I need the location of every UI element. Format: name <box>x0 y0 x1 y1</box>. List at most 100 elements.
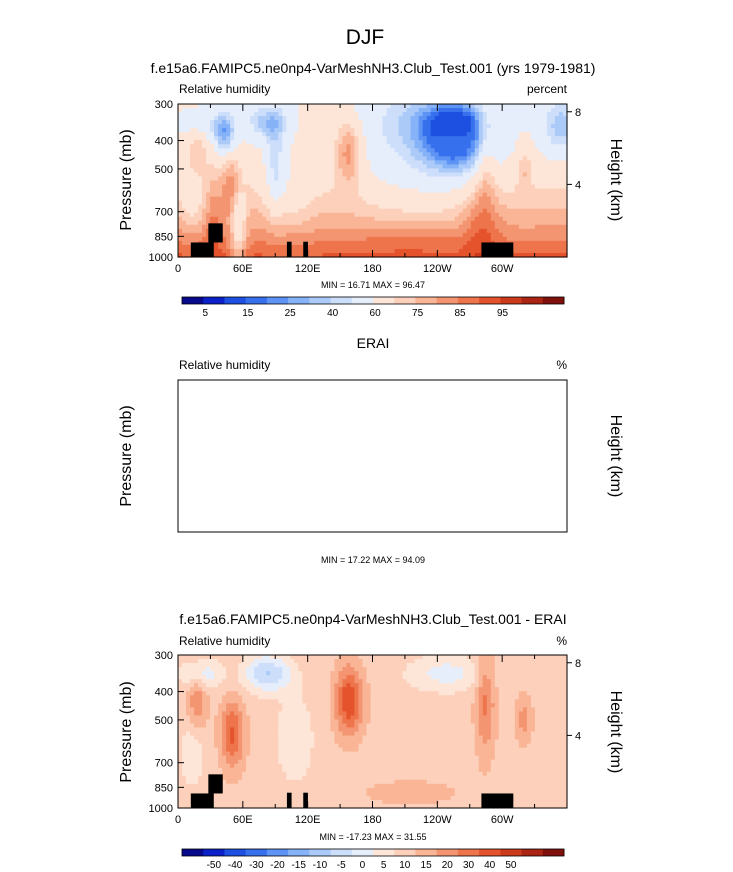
heatmap-cell <box>414 240 420 246</box>
heatmap-cell <box>406 176 412 182</box>
heatmap-cell <box>222 240 227 246</box>
heatmap-cell <box>318 212 323 218</box>
heatmap-cell <box>310 120 315 125</box>
heatmap-cell <box>254 160 259 165</box>
heatmap-cell <box>242 136 247 141</box>
heatmap-cell <box>302 180 307 186</box>
heatmap-cell <box>458 663 464 668</box>
heatmap-cell <box>402 192 408 198</box>
heatmap-cell <box>394 164 400 170</box>
heatmap-cell <box>562 252 568 258</box>
heatmap-cell <box>194 667 199 672</box>
heatmap-cell <box>402 108 408 113</box>
heatmap-cell <box>262 655 267 660</box>
heatmap-cell <box>194 104 199 109</box>
heatmap-cell <box>294 667 299 672</box>
heatmap-cell <box>238 148 243 153</box>
heatmap-cell <box>414 120 420 125</box>
heatmap-cell <box>350 252 356 258</box>
heatmap-cell <box>358 240 364 246</box>
heatmap-cell <box>454 112 460 117</box>
heatmap-cell <box>362 228 368 234</box>
heatmap-cell <box>466 659 472 664</box>
heatmap-cell <box>426 216 432 222</box>
heatmap-cell <box>402 240 408 246</box>
heatmap-cell <box>342 216 348 222</box>
heatmap-cell <box>526 176 532 182</box>
heatmap-cell <box>510 124 516 129</box>
heatmap-cell <box>498 204 504 210</box>
heatmap-cell <box>198 132 203 137</box>
heatmap-cell <box>190 184 195 190</box>
heatmap-cell <box>422 695 428 700</box>
heatmap-cell <box>406 132 412 137</box>
heatmap-cell <box>510 208 516 214</box>
heatmap-cell <box>418 136 424 141</box>
heatmap-cell <box>418 212 424 218</box>
heatmap-cell <box>394 192 400 198</box>
heatmap-cell <box>402 663 408 668</box>
heatmap-cell <box>230 683 235 688</box>
heatmap-cell <box>530 252 536 258</box>
heatmap-cell <box>262 188 267 194</box>
heatmap-cell <box>414 124 420 129</box>
heatmap-cell <box>394 659 400 664</box>
heatmap-cell <box>206 220 211 226</box>
heatmap-cell <box>558 200 564 206</box>
heatmap-cell <box>258 687 263 692</box>
heatmap-cell <box>502 176 508 182</box>
heatmap-cell <box>374 655 380 660</box>
heatmap-cell <box>390 168 396 174</box>
heatmap-cell <box>382 116 388 121</box>
heatmap-cell <box>482 168 488 174</box>
heatmap-cell <box>178 104 183 109</box>
heatmap-cell <box>426 232 432 238</box>
heatmap-cell <box>430 104 436 109</box>
heatmap-cell <box>338 220 344 226</box>
heatmap-cell <box>462 120 468 125</box>
heatmap-cell <box>498 691 504 696</box>
heatmap-cell <box>186 695 191 700</box>
heatmap-cell <box>514 240 520 246</box>
heatmap-cell <box>490 172 496 178</box>
heatmap-cell <box>426 152 432 157</box>
heatmap-cell <box>250 675 255 680</box>
heatmap-cell <box>522 204 528 210</box>
heatmap-cell <box>290 240 295 246</box>
heatmap-cell <box>214 132 219 137</box>
heatmap-cell <box>266 683 271 688</box>
heatmap-cell <box>470 208 476 214</box>
heatmap-cell <box>322 204 327 210</box>
heatmap-cell <box>550 148 556 153</box>
heatmap-cell <box>330 108 335 113</box>
heatmap-cell <box>206 695 211 700</box>
heatmap-cell <box>222 244 227 250</box>
heatmap-cell <box>338 152 344 157</box>
heatmap-cell <box>562 683 568 688</box>
heatmap-cell <box>402 208 408 214</box>
heatmap-cell <box>234 228 239 234</box>
heatmap-cell <box>222 687 227 692</box>
heatmap-cell <box>442 252 448 258</box>
heatmap-cell <box>522 667 528 672</box>
heatmap-cell <box>250 196 255 202</box>
heatmap-cell <box>230 208 235 214</box>
heatmap-cell <box>430 132 436 137</box>
heatmap-cell <box>270 655 275 660</box>
heatmap-cell <box>342 144 348 149</box>
heatmap-cell <box>538 224 544 230</box>
heatmap-cell <box>398 687 404 692</box>
heatmap-cell <box>238 228 243 234</box>
heatmap-cell <box>414 224 420 230</box>
heatmap-cell <box>414 667 420 672</box>
heatmap-cell <box>310 124 315 129</box>
heatmap-cell <box>458 136 464 141</box>
heatmap-cell <box>506 136 512 141</box>
heatmap-cell <box>362 687 368 692</box>
heatmap-cell <box>542 120 548 125</box>
heatmap-cell <box>342 120 348 125</box>
heatmap-cell <box>254 236 259 242</box>
heatmap-cell <box>518 112 524 117</box>
heatmap-cell <box>526 244 532 250</box>
heatmap-cell <box>398 212 404 218</box>
